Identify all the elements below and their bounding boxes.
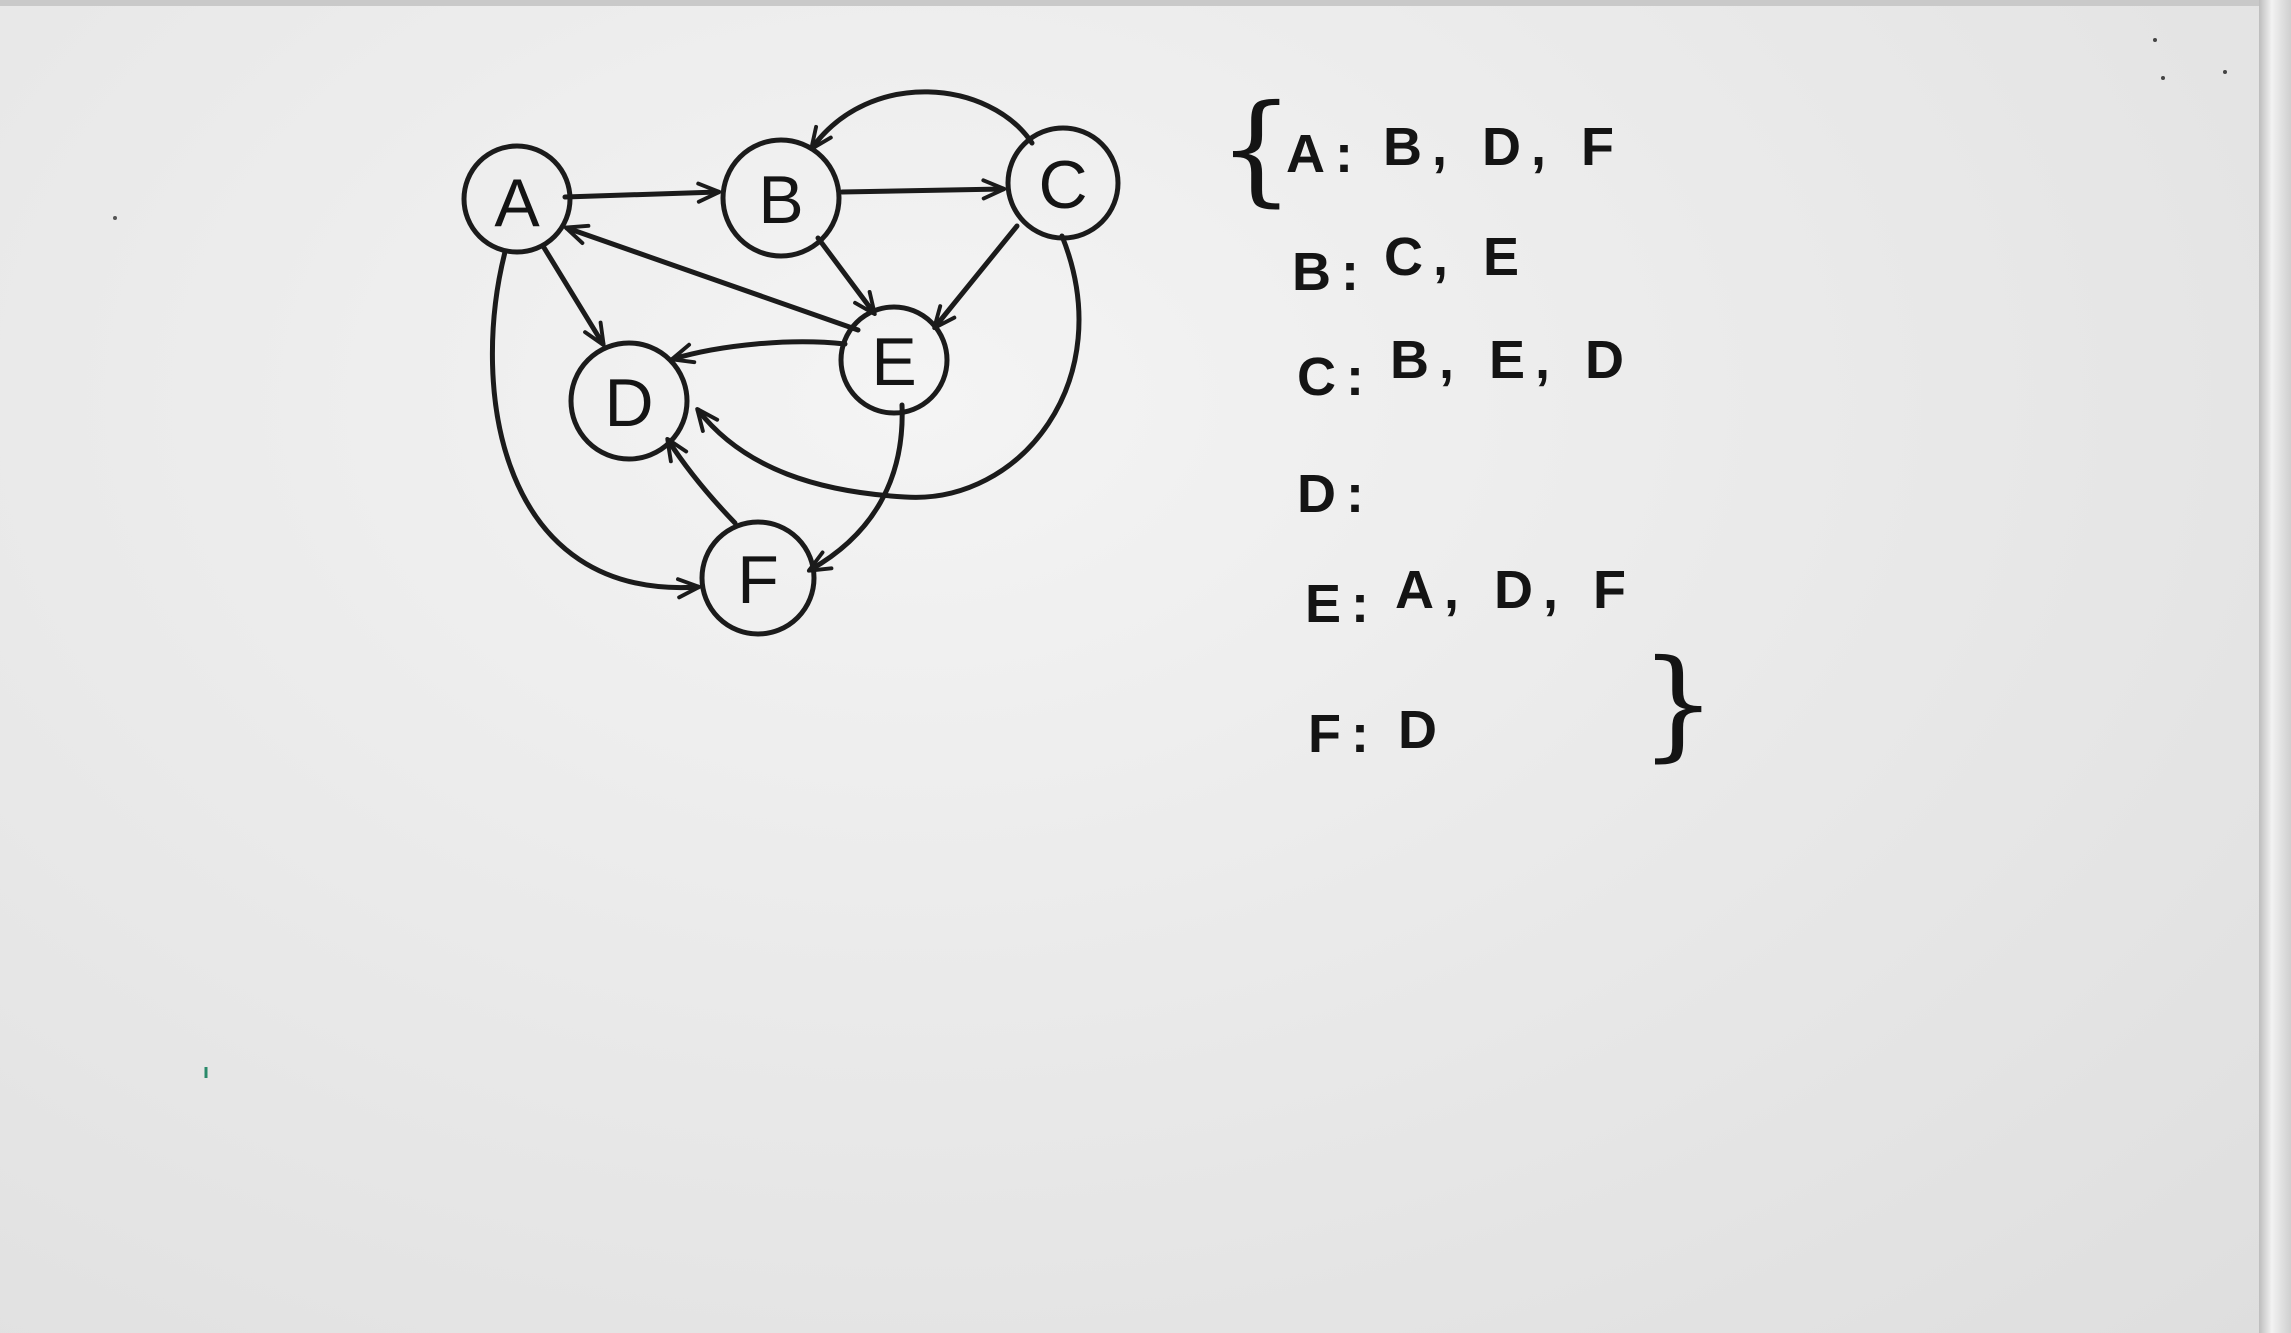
adj-neighbors-E: A, D, F <box>1395 560 1636 620</box>
node-label-D: D <box>604 365 653 441</box>
node-label-B: B <box>758 162 803 238</box>
edge-C-E <box>932 223 1020 330</box>
whiteboard-frame-top <box>0 0 2291 6</box>
edge-B-C <box>839 178 1007 201</box>
node-C: C <box>1005 125 1121 241</box>
adjacency-list: { A: B, D, F B: C, E C: B, E, D D: E: A,… <box>1218 80 1716 774</box>
edges-group <box>490 89 1082 600</box>
adj-label-C: C: <box>1297 347 1374 407</box>
edge-A-B <box>562 181 722 204</box>
edge-E-F <box>806 402 905 573</box>
nodes-group: A B C D E F <box>461 125 1121 637</box>
edge-C-D <box>695 233 1082 500</box>
node-label-F: F <box>737 542 779 618</box>
adj-label-F: F: <box>1308 704 1379 764</box>
open-brace: { <box>1218 80 1294 219</box>
board-specks <box>113 38 2227 1078</box>
edge-E-A <box>563 223 861 333</box>
node-E: E <box>838 304 950 416</box>
node-B: B <box>720 137 842 259</box>
node-F: F <box>699 519 817 637</box>
node-A: A <box>461 143 573 255</box>
node-label-C: C <box>1038 147 1087 223</box>
adj-neighbors-A: B, D, F <box>1383 117 1624 177</box>
adj-neighbors-B: C, E <box>1384 227 1529 287</box>
adj-neighbors-C: B, E, D <box>1390 330 1634 390</box>
adj-neighbors-F: D <box>1398 700 1447 760</box>
edge-C-B <box>809 89 1035 152</box>
whiteboard-frame-right <box>2259 0 2291 1333</box>
edge-B-E <box>815 235 877 316</box>
node-label-A: A <box>494 165 540 241</box>
edge-A-F <box>490 249 702 600</box>
node-label-E: E <box>871 324 916 400</box>
adj-label-E: E: <box>1305 574 1379 634</box>
adj-label-B: B: <box>1292 242 1369 302</box>
adj-label-D: D: <box>1297 464 1374 524</box>
edge-E-D <box>669 339 848 365</box>
edge-F-D <box>665 436 738 526</box>
edge-A-D <box>540 243 606 348</box>
node-D: D <box>568 340 690 462</box>
adj-label-A: A: <box>1286 124 1363 184</box>
close-brace: } <box>1640 635 1716 774</box>
